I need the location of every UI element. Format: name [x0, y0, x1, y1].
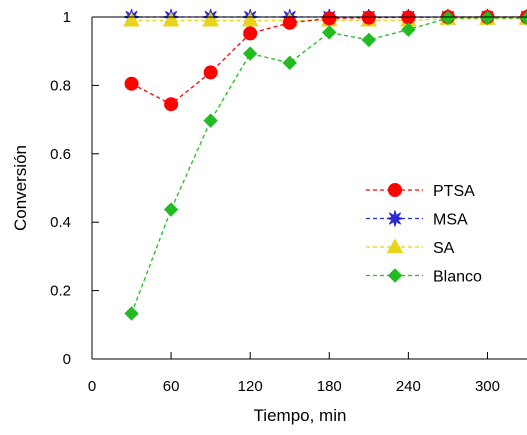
x-tick-label: 180 — [317, 378, 342, 395]
data-point-blanco — [480, 10, 495, 26]
legend-marker-blanco — [387, 268, 403, 283]
legend-label-sa: SA — [433, 240, 455, 257]
data-point-ptsa — [164, 97, 179, 112]
data-point-ptsa — [322, 11, 337, 26]
data-point-ptsa — [282, 15, 297, 30]
plot-area — [92, 17, 527, 359]
x-tick-label: 300 — [475, 378, 500, 395]
series-layer — [123, 8, 527, 321]
x-tick-label: 240 — [396, 378, 421, 395]
legend-item-sa: SA — [366, 238, 455, 257]
legend-label-ptsa: PTSA — [433, 183, 475, 200]
legend-label-msa: MSA — [433, 212, 468, 229]
data-point-blanco — [401, 22, 416, 37]
x-tick-label: 120 — [238, 378, 263, 395]
data-point-ptsa — [203, 65, 218, 80]
data-point-blanco — [440, 10, 456, 26]
data-point-sa — [162, 11, 180, 27]
y-tick-label: 0.2 — [50, 283, 71, 300]
data-point-ptsa — [243, 26, 258, 41]
y-tick-label: 0.6 — [50, 146, 71, 163]
data-point-blanco — [242, 46, 258, 61]
data-point-sa — [123, 11, 140, 27]
data-point-sa — [241, 11, 259, 27]
series-line-blanco — [130, 17, 527, 314]
legend-item-ptsa: PTSA — [366, 183, 475, 200]
legend-item-msa: MSA — [366, 210, 468, 229]
legend: PTSA MSA SA Blanco — [366, 183, 482, 286]
data-point-ptsa — [361, 10, 376, 25]
y-tick-label: 0.8 — [50, 77, 71, 94]
y-tick-label: 1 — [63, 9, 71, 26]
ticks-layer: 0 60 120 180 240 300 0 0.2 0.4 0.6 0.8 1 — [50, 9, 500, 395]
legend-marker-ptsa — [388, 183, 402, 197]
series-blanco — [124, 10, 527, 321]
data-point-blanco — [163, 202, 179, 217]
legend-marker-sa — [386, 238, 404, 254]
data-point-ptsa — [124, 76, 139, 91]
data-point-blanco — [282, 55, 297, 71]
legend-item-blanco: Blanco — [366, 268, 482, 286]
data-point-blanco — [124, 306, 139, 321]
y-axis-title: Conversión — [11, 145, 30, 231]
data-point-blanco — [361, 32, 377, 48]
y-tick-label: 0 — [63, 351, 71, 368]
data-point-blanco — [322, 25, 337, 40]
x-tick-label: 0 — [88, 378, 96, 395]
legend-marker-msa — [386, 210, 404, 227]
data-point-blanco — [519, 10, 527, 26]
x-tick-label: 60 — [163, 378, 180, 395]
x-axis-title: Tiempo, min — [254, 406, 347, 425]
legend-label-blanco: Blanco — [433, 269, 482, 286]
data-point-sa — [202, 11, 219, 27]
y-tick-label: 0.4 — [50, 214, 71, 231]
data-point-blanco — [203, 113, 218, 128]
